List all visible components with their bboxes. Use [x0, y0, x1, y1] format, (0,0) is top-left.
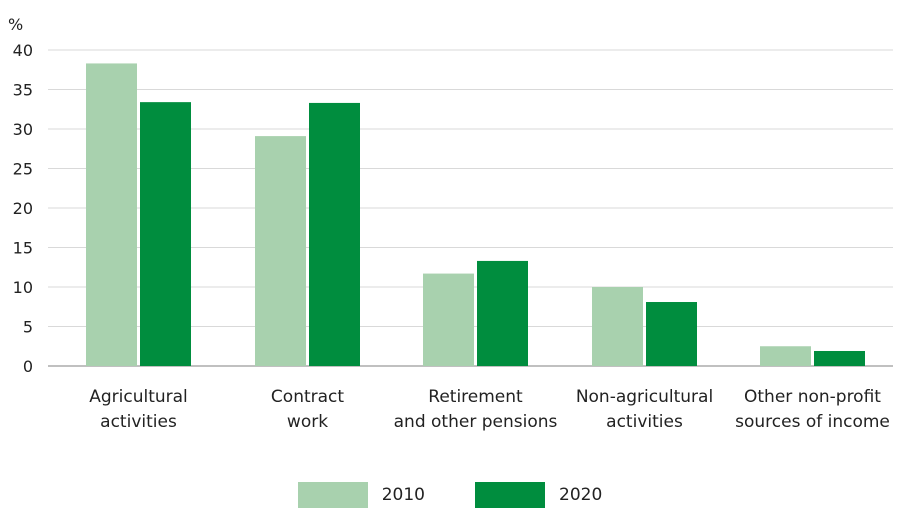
y-tick-label: 35 — [13, 81, 33, 100]
x-category-label: Contract work — [271, 387, 344, 432]
bar-chart: % 0 5 10 15 20 25 30 35 40 Agricultural activitie… — [8, 15, 893, 432]
legend-item-2010: 2010 — [297, 482, 425, 508]
legend-label-2020: 2020 — [559, 485, 603, 505]
x-category-label-line: activities — [606, 412, 683, 432]
legend: 2010 2020 — [0, 482, 900, 508]
y-tick-label: 40 — [13, 41, 33, 60]
bar-2020-3 — [646, 302, 697, 366]
y-tick-label: 5 — [23, 318, 33, 337]
y-tick-label: 20 — [13, 199, 33, 218]
y-axis-unit-label: % — [8, 15, 23, 34]
x-category-label-line: and other pensions — [394, 412, 558, 432]
y-axis-ticks: 0 5 10 15 20 25 30 35 40 — [13, 41, 33, 376]
bar-2020-1 — [309, 102, 360, 367]
x-axis-categories: Agricultural activities Contract work Retire… — [89, 387, 890, 432]
bar-2010-4 — [760, 346, 811, 366]
bar-2010-3 — [592, 287, 643, 366]
bar-2020-0 — [140, 102, 191, 366]
x-category-label-line: activities — [100, 412, 177, 432]
x-category-label-line: sources of income — [735, 412, 890, 432]
y-tick-label: 25 — [13, 160, 33, 179]
x-category-label-line: work — [287, 412, 328, 432]
bar-2020-2 — [477, 260, 528, 366]
x-category-label-line: Retirement — [428, 387, 523, 407]
x-category-label: Agricultural activities — [89, 387, 188, 432]
legend-label-2010: 2010 — [381, 485, 425, 505]
y-tick-label: 0 — [23, 357, 33, 376]
x-category-label: Other non-profit sources of income — [735, 387, 890, 432]
bar-2010-0 — [86, 63, 137, 367]
legend-swatch-2010 — [297, 482, 368, 508]
x-category-label-line: Agricultural — [89, 387, 188, 407]
bar-2020-4 — [814, 350, 865, 366]
x-category-label-line: Contract — [271, 387, 344, 407]
bar-2010-2 — [423, 273, 474, 366]
x-category-label-line: Non-agricultural — [576, 387, 713, 407]
y-tick-label: 15 — [13, 239, 33, 258]
x-category-label-line: Other non-profit — [744, 387, 881, 407]
legend-swatch-2020 — [475, 482, 545, 508]
bars — [86, 63, 865, 367]
x-category-label: Non-agricultural activities — [576, 387, 713, 432]
x-category-label: Retirement and other pensions — [394, 387, 558, 432]
legend-item-2020: 2020 — [475, 482, 602, 508]
bar-2010-1 — [255, 136, 306, 366]
y-tick-label: 10 — [13, 278, 33, 297]
y-tick-label: 30 — [13, 120, 33, 139]
